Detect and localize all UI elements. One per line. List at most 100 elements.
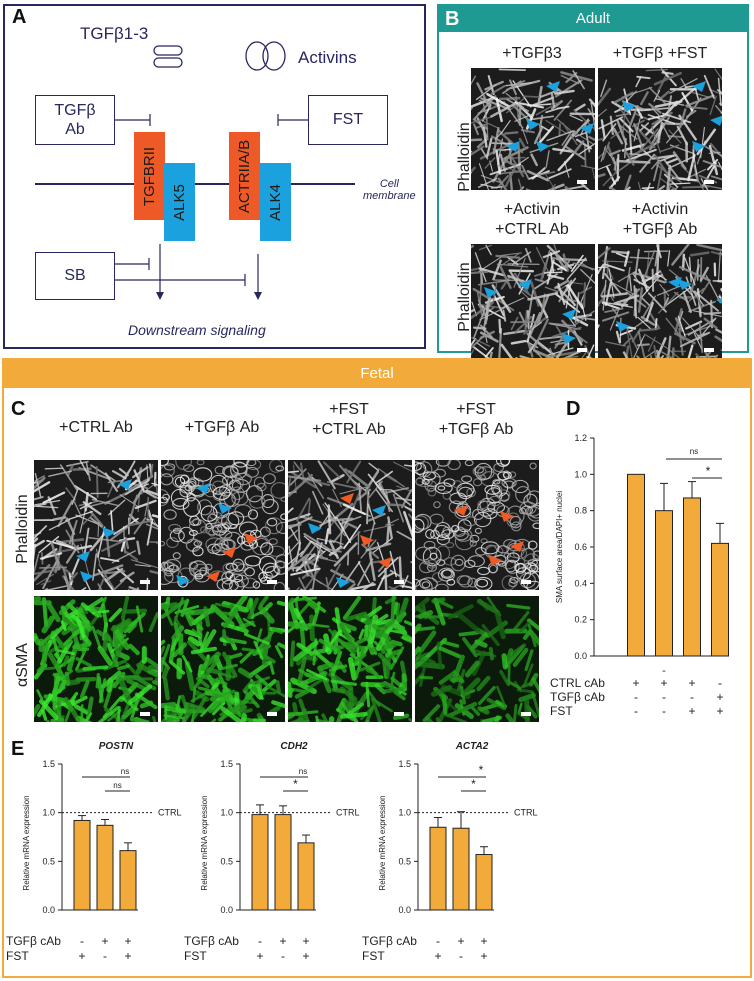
orange-arrowhead-icon	[510, 541, 524, 552]
ctrl-label: CTRL	[336, 808, 360, 818]
condition-mark: +	[434, 949, 441, 963]
blue-arrowhead-icon	[692, 81, 706, 92]
cell-membrane-line	[35, 183, 355, 185]
image-texture	[471, 244, 595, 358]
adult-image-tgfb3	[471, 68, 595, 190]
condition-mark: -	[436, 934, 440, 948]
y-tick-label: 0.0	[574, 651, 587, 661]
condition-mark: +	[279, 934, 286, 948]
condition-mark: -	[662, 704, 666, 718]
y-tick-label: 0.0	[398, 905, 411, 915]
panel-e-letter: E	[11, 738, 25, 760]
tgfb-ab-inhibition-arrow	[115, 114, 151, 126]
sb-box: SB	[35, 252, 115, 300]
fetal-col-fst-tgfb-line1: +FST	[456, 401, 496, 418]
adult-col-tgfb-fst: +TGFβ +FST	[612, 45, 708, 62]
fetal-header: Fetal	[4, 360, 750, 388]
blue-arrowhead-icon	[308, 523, 322, 534]
condition-mark: +	[660, 676, 667, 690]
blue-arrowhead-icon	[218, 503, 232, 514]
y-tick-label: 1.2	[574, 433, 587, 443]
scale-bar	[140, 712, 150, 716]
condition-mark: +	[78, 949, 85, 963]
condition-mark: +	[101, 934, 108, 948]
y-tick-label: 1.0	[42, 808, 55, 818]
bar	[429, 826, 447, 911]
y-tick-label: 0.0	[42, 905, 55, 915]
fetal-col-fst-ctrl-line1: +FST	[329, 401, 369, 418]
blue-arrowhead-icon	[536, 141, 550, 152]
tgfb-antibody-line1: TGFβ	[54, 101, 96, 119]
image-texture	[471, 68, 595, 190]
blue-arrowhead-icon	[76, 551, 90, 562]
y-axis-label: Relative mRNA expression	[200, 795, 209, 890]
blue-arrowhead-icon	[622, 101, 636, 112]
downstream-signaling-arrows	[156, 244, 262, 300]
cell-membrane-label-line2: membrane	[363, 190, 416, 203]
activins-label: Activins	[298, 48, 357, 67]
chart-d-sma-area: 0.0 0.2 0.4 0.6 0.8 1.0 1.2 SMA surface area/DA…	[550, 433, 729, 718]
condition-label: FST	[184, 949, 207, 963]
actriiab-receptor: ACTRIIA/B	[229, 132, 260, 220]
adult-col-activin-ctrl-line1: +Activin	[503, 201, 561, 218]
blue-arrowhead-icon	[562, 309, 576, 320]
fetal-col-fst-ctrl-line2: +CTRL Ab	[312, 421, 386, 438]
condition-label: CTRL cAb	[550, 676, 605, 690]
condition-mark: +	[256, 949, 263, 963]
bar	[251, 814, 269, 911]
fetal-col-ctrl: +CTRL Ab	[59, 419, 133, 436]
significance-label: *	[706, 464, 711, 478]
blue-arrowhead-icon	[692, 141, 706, 152]
image-texture	[415, 596, 539, 722]
bar	[96, 824, 114, 911]
adult-col-activin-tgfb-line1: +Activin	[631, 201, 689, 218]
downstream-signaling-label: Downstream signaling	[128, 322, 266, 338]
blue-arrowhead-icon	[716, 297, 722, 304]
image-texture	[161, 460, 285, 590]
condition-mark: -	[634, 690, 638, 704]
scale-bar	[267, 712, 277, 716]
condition-mark: +	[480, 934, 487, 948]
chart-e-acta2: ACTA2 0.0 0.5 1.0 1.5 Relative mRNA expressio…	[362, 741, 538, 963]
significance-label: *	[479, 763, 484, 777]
condition-mark: +	[716, 704, 723, 718]
chart-title: ACTA2	[455, 741, 489, 752]
blue-arrowhead-icon	[616, 321, 630, 332]
condition-label: TGFβ cAb	[184, 934, 239, 948]
bar	[711, 542, 729, 657]
panel-b-letter: B	[445, 8, 460, 30]
condition-mark: +	[302, 934, 309, 948]
sb-inhibition-arrows	[115, 258, 246, 286]
blue-arrowhead-icon	[506, 141, 520, 152]
fetal-asma-fst-ctrl	[288, 596, 412, 722]
condition-mark: +	[480, 949, 487, 963]
adult-col-activin-ctrl-line2: +CTRL Ab	[495, 221, 569, 238]
fetal-row-phalloidin: Phalloidin	[14, 494, 31, 564]
image-texture	[288, 460, 412, 590]
condition-mark: -	[80, 934, 84, 948]
image-texture	[34, 460, 158, 590]
adult-col-activin-ctrl: +Activin +CTRL Ab	[470, 200, 594, 240]
scale-bar	[521, 712, 531, 716]
bar	[452, 827, 470, 911]
condition-mark: +	[688, 676, 695, 690]
image-texture	[598, 244, 722, 358]
y-tick-label: 1.5	[398, 759, 411, 769]
condition-mark: +	[688, 704, 695, 718]
condition-mark: -	[281, 949, 285, 963]
chart-e-cdh2: CDH2 0.0 0.5 1.0 1.5 Relative mRNA expression…	[184, 741, 360, 963]
blue-arrowhead-icon	[372, 505, 386, 516]
panel-a-frame	[3, 4, 426, 349]
fetal-phalloidin-ctrl	[34, 460, 158, 590]
y-axis-label: Relative mRNA expression	[22, 795, 31, 890]
y-tick-label: 0.8	[574, 506, 587, 516]
fetal-phalloidin-fst-tgfb	[415, 460, 539, 590]
orange-arrowhead-icon	[500, 511, 514, 522]
tgfbrii-receptor: TGFBRII	[134, 132, 165, 220]
condition-mark: -	[634, 704, 638, 718]
condition-mark: +	[716, 690, 723, 704]
adult-header: Adult	[439, 6, 747, 32]
bar	[655, 510, 673, 657]
condition-mark: -	[662, 690, 666, 704]
fetal-asma-tgfb	[161, 596, 285, 722]
